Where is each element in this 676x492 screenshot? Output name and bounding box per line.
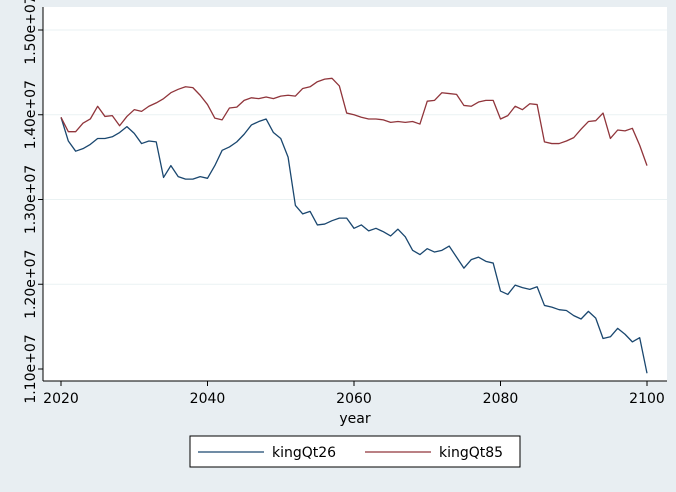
x-tick-label: 2020 <box>43 391 79 407</box>
plot-area <box>43 7 667 381</box>
series-line-kingQt26 <box>60 117 648 374</box>
y-tick-label: 1.20e+07 <box>23 250 39 319</box>
y-tick-label: 1.50e+07 <box>23 0 39 65</box>
series-lines <box>60 77 648 374</box>
y-axis-ticks: 1.10e+07 1.20e+07 1.30e+07 1.40e+07 1.50e+07 <box>23 0 43 404</box>
y-tick-label: 1.40e+07 <box>23 80 39 149</box>
axes <box>42 7 667 382</box>
x-axis-title: year <box>339 411 370 427</box>
legend-label-kingQt85: kingQt85 <box>439 445 503 461</box>
legend-label-kingQt26: kingQt26 <box>272 445 336 461</box>
y-tick-label: 1.30e+07 <box>23 165 39 234</box>
series-line-kingQt85 <box>60 77 648 166</box>
x-tick-label: 2060 <box>336 391 372 407</box>
x-tick-label: 2040 <box>190 391 226 407</box>
x-tick-label: 2100 <box>629 391 665 407</box>
x-tick-label: 2080 <box>483 391 519 407</box>
x-axis-ticks: 2020 2040 2060 2080 2100 <box>43 381 665 407</box>
y-tick-label: 1.10e+07 <box>23 334 39 403</box>
legend: kingQt26 kingQt85 <box>189 435 521 468</box>
